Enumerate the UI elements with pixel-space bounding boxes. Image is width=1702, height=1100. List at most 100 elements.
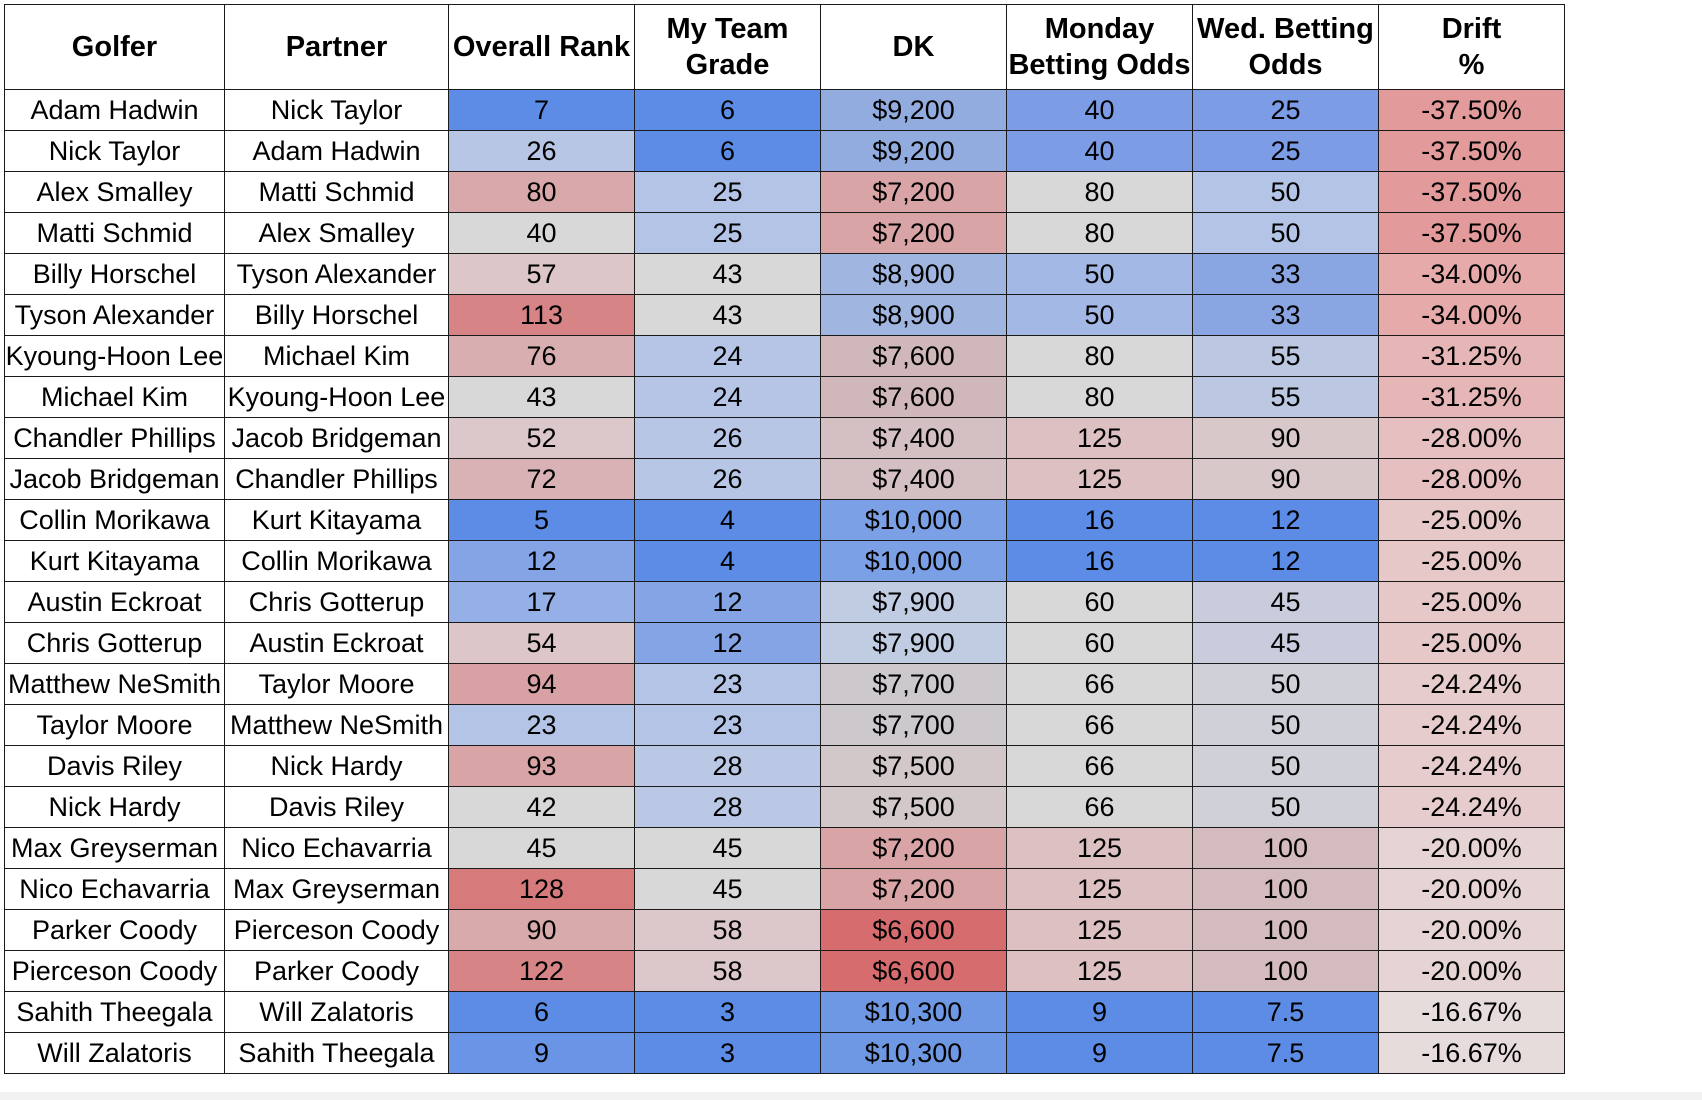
monday-odds-cell[interactable]: 9 [1006,1032,1193,1074]
drift-cell[interactable]: -37.50% [1378,171,1565,213]
wed-odds-cell[interactable]: 33 [1192,253,1379,295]
monday-odds-cell[interactable]: 16 [1006,540,1193,582]
wed-odds-cell[interactable]: 7.5 [1192,991,1379,1033]
overall-rank-cell[interactable]: 26 [448,130,635,172]
overall-rank-cell[interactable]: 52 [448,417,635,459]
drift-cell[interactable]: -37.50% [1378,89,1565,131]
monday-odds-cell[interactable]: 50 [1006,253,1193,295]
partner-cell[interactable]: Pierceson Coody [224,909,449,951]
my-team-grade-cell[interactable]: 12 [634,622,821,664]
my-team-grade-cell[interactable]: 6 [634,89,821,131]
golfer-cell[interactable]: Taylor Moore [4,704,225,746]
overall-rank-cell[interactable]: 12 [448,540,635,582]
golfer-cell[interactable]: Matti Schmid [4,212,225,254]
drift-cell[interactable]: -31.25% [1378,376,1565,418]
my-team-grade-cell[interactable]: 45 [634,868,821,910]
dk-salary-cell[interactable]: $10,000 [820,499,1007,541]
monday-odds-cell[interactable]: 125 [1006,827,1193,869]
drift-cell[interactable]: -24.24% [1378,663,1565,705]
partner-cell[interactable]: Billy Horschel [224,294,449,336]
wed-odds-cell[interactable]: 50 [1192,745,1379,787]
my-team-grade-cell[interactable]: 3 [634,991,821,1033]
monday-odds-cell[interactable]: 125 [1006,458,1193,500]
my-team-grade-cell[interactable]: 26 [634,417,821,459]
dk-salary-cell[interactable]: $10,300 [820,1032,1007,1074]
golfer-cell[interactable]: Max Greyserman [4,827,225,869]
dk-salary-cell[interactable]: $6,600 [820,909,1007,951]
monday-odds-cell[interactable]: 66 [1006,745,1193,787]
wed-odds-cell[interactable]: 100 [1192,950,1379,992]
drift-cell[interactable]: -31.25% [1378,335,1565,377]
wed-odds-cell[interactable]: 33 [1192,294,1379,336]
monday-odds-cell[interactable]: 80 [1006,376,1193,418]
drift-cell[interactable]: -20.00% [1378,909,1565,951]
monday-odds-cell[interactable]: 66 [1006,786,1193,828]
wed-odds-cell[interactable]: 50 [1192,171,1379,213]
overall-rank-column-header[interactable]: Overall Rank [448,4,635,90]
drift-cell[interactable]: -20.00% [1378,950,1565,992]
golfer-column-header[interactable]: Golfer [4,4,225,90]
my-team-grade-cell[interactable]: 25 [634,171,821,213]
partner-column-header[interactable]: Partner [224,4,449,90]
drift-cell[interactable]: -24.24% [1378,786,1565,828]
partner-cell[interactable]: Chandler Phillips [224,458,449,500]
partner-cell[interactable]: Taylor Moore [224,663,449,705]
golfer-cell[interactable]: Jacob Bridgeman [4,458,225,500]
partner-cell[interactable]: Adam Hadwin [224,130,449,172]
partner-cell[interactable]: Parker Coody [224,950,449,992]
monday-odds-cell[interactable]: 40 [1006,89,1193,131]
my-team-grade-cell[interactable]: 58 [634,950,821,992]
my-team-grade-column-header[interactable]: My Team Grade [634,4,821,90]
monday-odds-cell[interactable]: 125 [1006,868,1193,910]
monday-odds-cell[interactable]: 60 [1006,581,1193,623]
golfer-cell[interactable]: Davis Riley [4,745,225,787]
dk-column-header[interactable]: DK [820,4,1007,90]
my-team-grade-cell[interactable]: 23 [634,663,821,705]
wed-odds-cell[interactable]: 90 [1192,417,1379,459]
partner-cell[interactable]: Nico Echavarria [224,827,449,869]
dk-salary-cell[interactable]: $9,200 [820,130,1007,172]
dk-salary-cell[interactable]: $7,200 [820,827,1007,869]
wed-odds-cell[interactable]: 25 [1192,130,1379,172]
overall-rank-cell[interactable]: 43 [448,376,635,418]
monday-odds-cell[interactable]: 80 [1006,335,1193,377]
drift-cell[interactable]: -16.67% [1378,1032,1565,1074]
wed-odds-cell[interactable]: 50 [1192,704,1379,746]
overall-rank-cell[interactable]: 45 [448,827,635,869]
my-team-grade-cell[interactable]: 23 [634,704,821,746]
drift-cell[interactable]: -37.50% [1378,130,1565,172]
overall-rank-cell[interactable]: 17 [448,581,635,623]
monday-odds-cell[interactable]: 125 [1006,417,1193,459]
dk-salary-cell[interactable]: $7,200 [820,868,1007,910]
overall-rank-cell[interactable]: 9 [448,1032,635,1074]
my-team-grade-cell[interactable]: 28 [634,786,821,828]
my-team-grade-cell[interactable]: 24 [634,376,821,418]
overall-rank-cell[interactable]: 122 [448,950,635,992]
dk-salary-cell[interactable]: $8,900 [820,294,1007,336]
golfer-cell[interactable]: Adam Hadwin [4,89,225,131]
drift-cell[interactable]: -25.00% [1378,499,1565,541]
overall-rank-cell[interactable]: 72 [448,458,635,500]
monday-odds-cell[interactable]: 125 [1006,909,1193,951]
overall-rank-cell[interactable]: 54 [448,622,635,664]
monday-odds-cell[interactable]: 80 [1006,171,1193,213]
my-team-grade-cell[interactable]: 45 [634,827,821,869]
golfer-cell[interactable]: Will Zalatoris [4,1032,225,1074]
overall-rank-cell[interactable]: 80 [448,171,635,213]
drift-cell[interactable]: -34.00% [1378,253,1565,295]
dk-salary-cell[interactable]: $7,500 [820,786,1007,828]
my-team-grade-cell[interactable]: 43 [634,253,821,295]
wed-odds-cell[interactable]: 12 [1192,499,1379,541]
my-team-grade-cell[interactable]: 28 [634,745,821,787]
golfer-cell[interactable]: Tyson Alexander [4,294,225,336]
overall-rank-cell[interactable]: 23 [448,704,635,746]
dk-salary-cell[interactable]: $8,900 [820,253,1007,295]
dk-salary-cell[interactable]: $10,300 [820,991,1007,1033]
drift-cell[interactable]: -28.00% [1378,458,1565,500]
wed-odds-cell[interactable]: 50 [1192,212,1379,254]
wed-odds-cell[interactable]: 100 [1192,868,1379,910]
drift-cell[interactable]: -25.00% [1378,581,1565,623]
partner-cell[interactable]: Jacob Bridgeman [224,417,449,459]
partner-cell[interactable]: Kurt Kitayama [224,499,449,541]
golfer-cell[interactable]: Austin Eckroat [4,581,225,623]
